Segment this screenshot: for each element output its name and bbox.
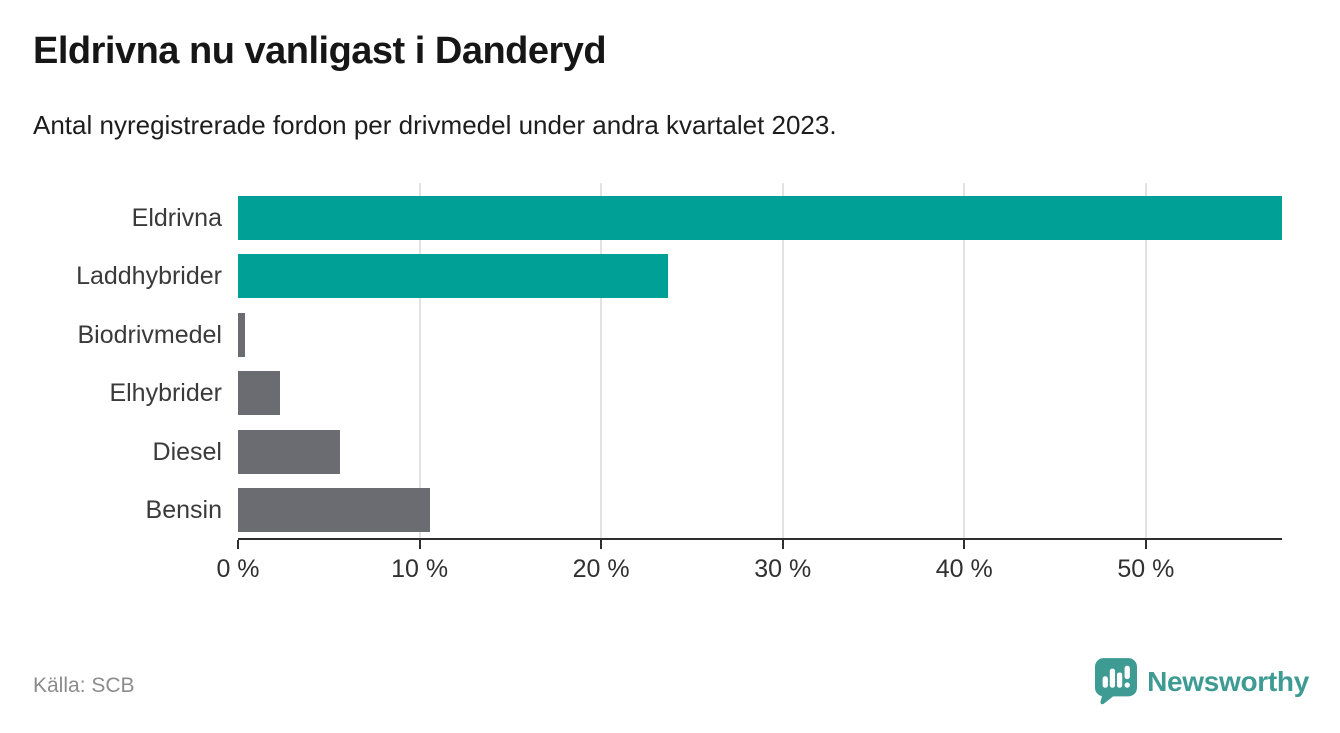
brand-logo-block: Newsworthy xyxy=(1095,658,1309,706)
category-label: Elhybrider xyxy=(109,379,222,408)
x-tick-label: 30 % xyxy=(754,555,812,583)
x-tick-label: 0 % xyxy=(216,555,260,583)
category-label: Biodrivmedel xyxy=(77,320,222,349)
chart-subtitle: Antal nyregistrerade fordon per drivmede… xyxy=(33,110,837,140)
bar-chart: Eldrivna Laddhybrider Biodrivmedel Elhybrid… xyxy=(0,183,1340,603)
newsworthy-logo-icon xyxy=(1095,658,1138,706)
x-tick xyxy=(963,540,966,549)
x-tick-label: 20 % xyxy=(572,555,630,583)
x-tick xyxy=(781,540,784,549)
category-label: Bensin xyxy=(145,496,222,524)
gridline xyxy=(1144,183,1147,540)
gridline xyxy=(418,183,421,540)
category-label: Laddhybrider xyxy=(76,262,222,291)
bar xyxy=(238,488,431,532)
x-tick xyxy=(418,540,421,549)
plot-area xyxy=(238,183,1282,540)
x-tick xyxy=(600,540,603,549)
bar xyxy=(238,312,246,357)
x-tick-label: 40 % xyxy=(935,555,993,583)
gridline xyxy=(781,183,784,540)
bar xyxy=(238,196,1282,240)
bar xyxy=(238,371,280,416)
x-axis-line xyxy=(238,538,1282,540)
x-tick xyxy=(1144,540,1147,549)
brand-wordmark: Newsworthy xyxy=(1147,666,1309,697)
category-label: Eldrivna xyxy=(131,204,222,232)
bar xyxy=(238,254,669,299)
x-tick xyxy=(237,540,239,549)
source-attribution: Källa: SCB xyxy=(33,674,135,697)
category-label: Diesel xyxy=(152,437,222,466)
chart-title: Eldrivna nu vanligast i Danderyd xyxy=(33,30,607,72)
x-tick-label: 10 % xyxy=(391,555,449,583)
gridline xyxy=(600,183,603,540)
x-tick-label: 50 % xyxy=(1117,555,1175,583)
category-axis: Eldrivna Laddhybrider Biodrivmedel Elhybrid… xyxy=(0,183,222,540)
gridline xyxy=(963,183,966,540)
bar xyxy=(238,429,340,474)
